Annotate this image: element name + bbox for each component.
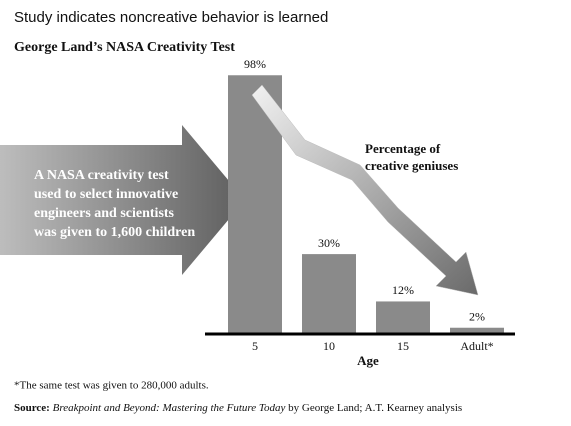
chart-subtitle: George Land’s NASA Creativity Test <box>14 40 235 55</box>
callout-text: used to select innovative <box>34 187 178 202</box>
x-tick-label: Adult* <box>460 339 493 353</box>
callout-arrow <box>0 125 245 275</box>
value-label: 30% <box>318 236 340 250</box>
chart-title: Study indicates noncreative behavior is … <box>14 9 328 26</box>
bar <box>450 327 504 333</box>
value-label: 12% <box>392 283 414 297</box>
source-label: Source: <box>14 402 50 414</box>
value-label: 2% <box>469 309 485 323</box>
source: Source: Breakpoint and Beyond: Mastering… <box>14 402 462 414</box>
x-axis-label: Age <box>357 353 379 368</box>
source-rest: by George Land; A.T. Kearney analysis <box>285 402 462 414</box>
value-label: 98% <box>244 57 266 71</box>
trend-label: creative geniuses <box>365 158 458 173</box>
source-title: Breakpoint and Beyond: Mastering the Fut… <box>53 402 286 414</box>
bar <box>302 254 356 333</box>
callout-text: was given to 1,600 children <box>34 225 195 240</box>
trend-arrow <box>251 84 479 296</box>
footnote: *The same test was given to 280,000 adul… <box>14 380 209 392</box>
trend-label: Percentage of <box>365 141 441 156</box>
x-tick-label: 15 <box>397 339 409 353</box>
bar <box>376 301 430 333</box>
x-tick-label: 10 <box>323 339 335 353</box>
x-tick-label: 5 <box>252 339 258 353</box>
callout-text: A NASA creativity test <box>34 168 169 183</box>
callout-text: engineers and scientists <box>34 206 175 221</box>
